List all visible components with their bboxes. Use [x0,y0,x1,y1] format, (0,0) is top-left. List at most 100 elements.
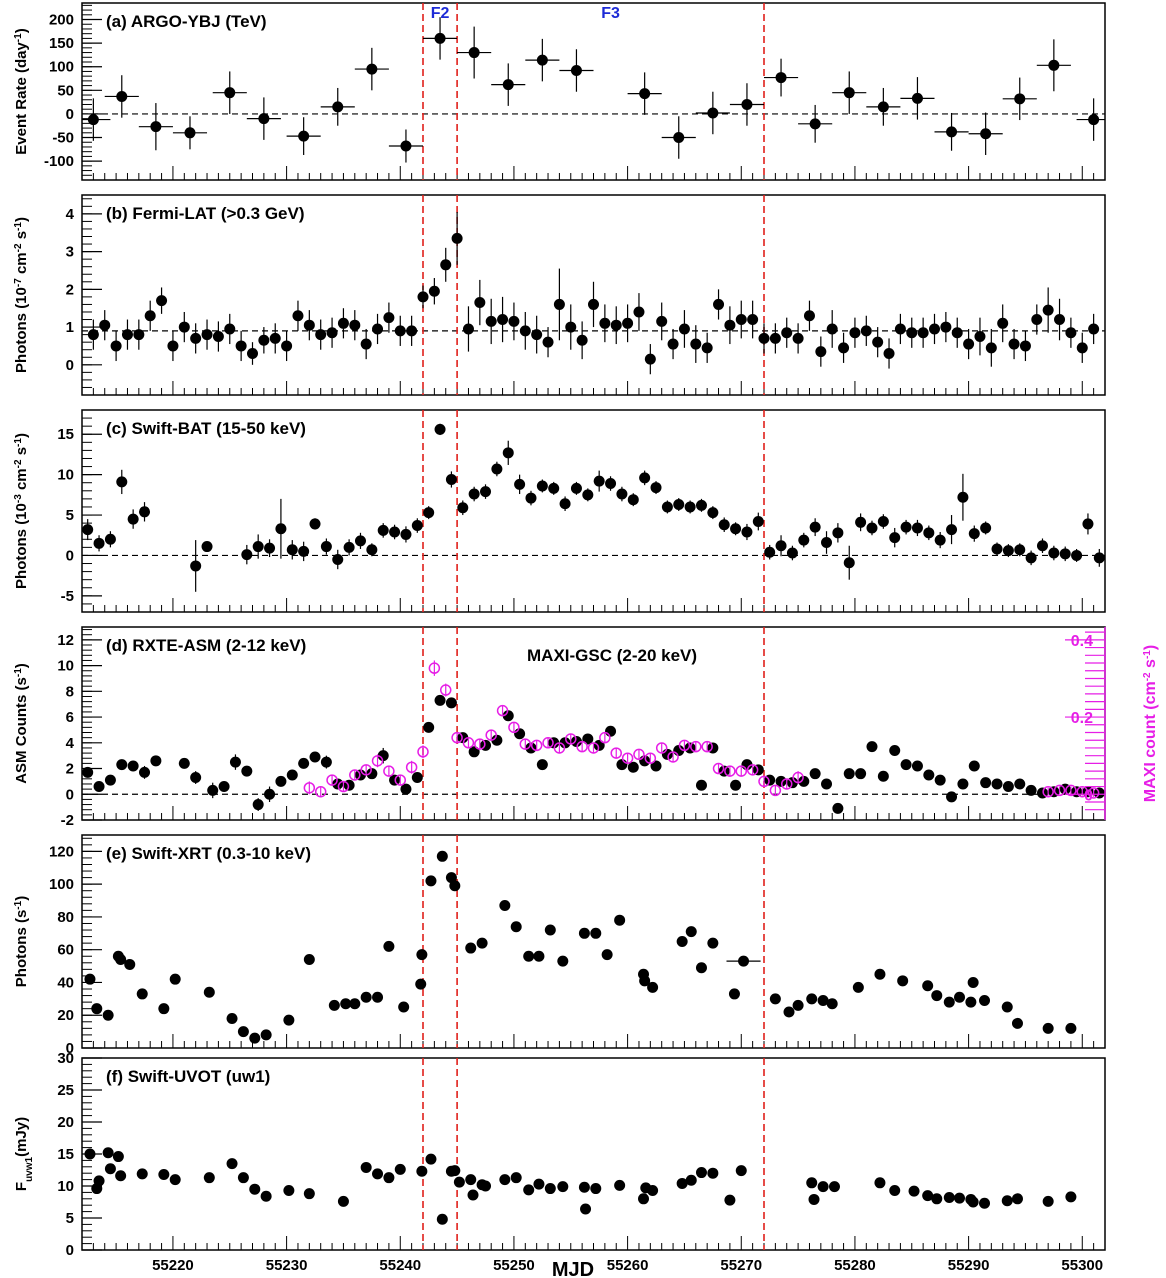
data-point [508,315,520,327]
data-point [911,522,923,534]
y-axis-label: Event Rate (day-1) [13,28,31,154]
data-point [557,955,569,967]
data-point [269,332,281,344]
data-point [601,949,613,961]
data-point [576,334,588,346]
panel-title: (b) Fermi-LAT (>0.3 GeV) [106,204,305,223]
data-point [644,752,657,764]
maxi-axis: 0 0.2 0.4 MAXI count (cm-2 s-1) [1065,627,1159,820]
data-point [769,332,781,344]
y-tick-label: 2 [66,281,74,298]
data-point [326,774,338,786]
data-point [453,1176,465,1188]
data-point [298,130,310,142]
data-point [457,502,469,514]
data-point [229,756,241,768]
maxi-tick-label: 0.2 [1071,710,1093,727]
data-point [203,986,215,998]
data-point [616,488,628,500]
data-point [303,319,315,331]
data-point [544,924,556,936]
data-point [877,101,889,113]
data-point [366,63,378,75]
data-point [843,768,855,780]
data-point [803,310,815,322]
data-point [389,526,401,538]
data-point [735,314,747,326]
data-point [817,1181,829,1193]
data-point [758,775,770,788]
data-point [116,90,128,102]
y-tick-label: 8 [66,683,74,700]
data-point [468,488,480,500]
data-point [695,962,707,974]
data-point [713,298,725,310]
data-point [639,975,651,987]
data-point [82,524,94,536]
data-point [519,325,531,337]
data-point [667,338,679,350]
data-point [576,740,588,753]
data-point [525,492,537,504]
data-point [476,937,488,949]
data-point [423,507,435,519]
panel-b: 0 1 2 3 4 (b) Fermi-LAT (>0.3 GeV) Photons (10… [13,194,1106,396]
data-point [650,482,662,494]
data-point [1025,784,1037,796]
y-tick-label: 10 [57,658,74,675]
data-point [695,779,707,791]
flare-label: F3 [601,5,620,22]
data-point [260,1190,272,1202]
data-point [309,751,321,763]
data-point [104,1163,116,1175]
data-point [102,1147,114,1159]
data-point [84,973,96,985]
data-point [275,775,287,787]
data-point [139,506,151,518]
data-point [428,662,441,674]
data-point [525,742,537,754]
data-point [724,319,736,331]
y-tick-label: 0 [66,786,74,803]
x-tick-label: 55250 [493,1257,535,1274]
data-point [806,993,818,1005]
y-tick-label: 100 [49,876,74,893]
x-axis [81,598,1106,612]
x-axis [81,806,1106,820]
data-point [406,325,418,337]
data-point [530,739,543,752]
y-axis: 0 20 40 60 80 100 120 [49,837,102,1057]
data-point [798,534,810,546]
data-point [974,331,986,343]
y-tick-label: 80 [57,909,74,926]
data-point [792,999,804,1011]
data-point [499,1174,511,1186]
data-point [1002,545,1014,557]
data-point [533,950,545,962]
data-point [866,741,878,753]
data-point [735,765,748,777]
data-point [252,541,264,553]
data-point [91,1003,103,1015]
data-point [99,319,111,331]
data-point [1065,327,1077,339]
data-point [741,526,753,538]
data-point [536,480,548,492]
x-axis [81,1236,1106,1250]
data-point [951,327,963,339]
data-point [980,777,992,789]
data-point [775,540,787,552]
data-point [383,940,395,952]
y-tick-label: 200 [49,12,74,29]
data-point [510,1172,522,1184]
data-point [258,334,270,346]
data-point [451,232,463,244]
data-point [1014,93,1026,105]
data-point [360,1161,372,1173]
data-point [843,557,855,569]
y-axis: -5 0 5 10 15 [57,409,102,613]
data-point [249,1032,261,1044]
data-point [1001,1001,1013,1013]
data-point [570,64,582,76]
data-point [874,968,886,980]
